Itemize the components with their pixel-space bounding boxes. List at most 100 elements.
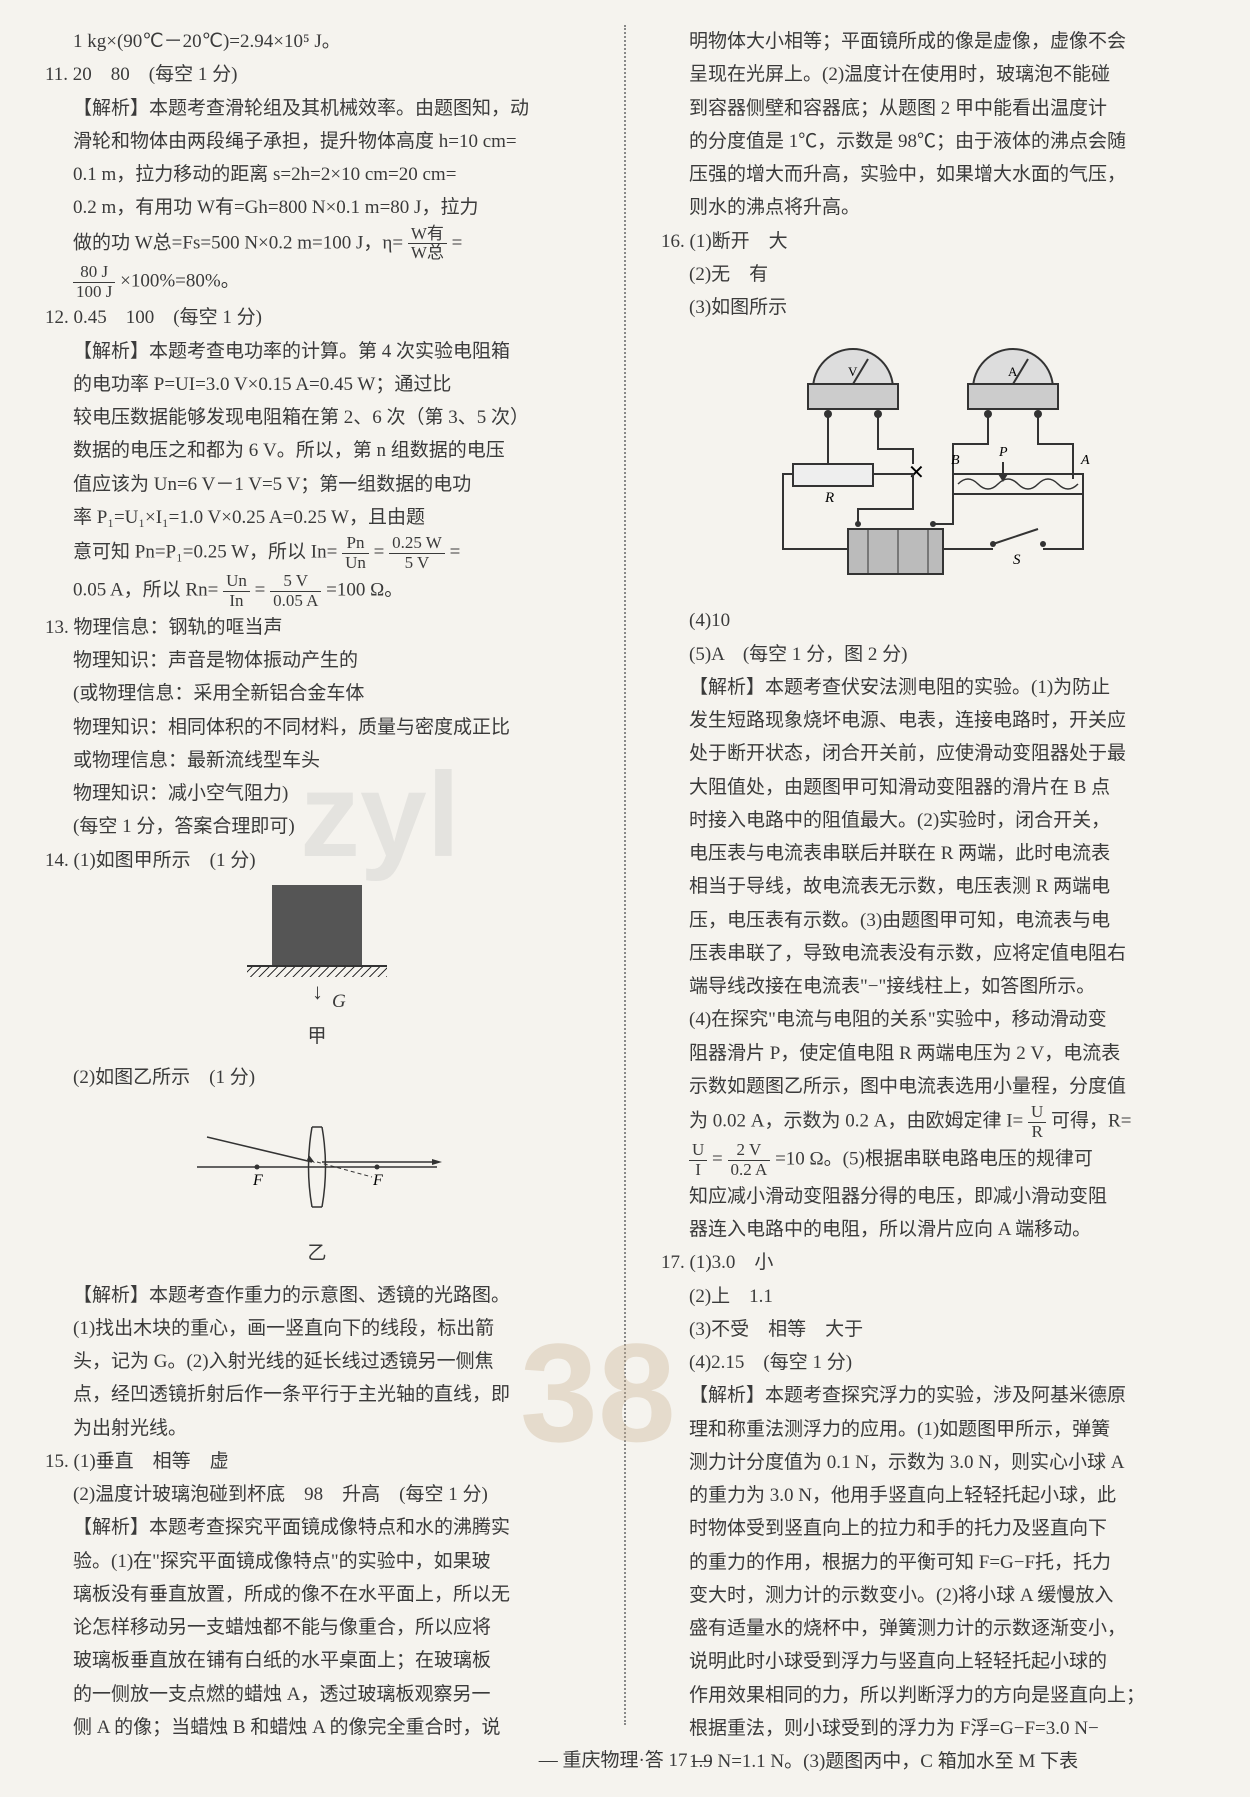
frac-7: U R [1028, 1103, 1046, 1141]
right-column: 明物体大小相等；平面镜所成的像是虚像，虚像不会 呈现在光屏上。(2)温度计在使用… [661, 25, 1205, 1772]
q17-e4: 的重力为 3.0 N，他用手竖直向上轻轻托起小球，此 [661, 1479, 1205, 1512]
q15-l6: 论怎样移动另一支蜡烛都不能与像重合，所以应将 [45, 1611, 589, 1644]
q16-e15: U I = 2 V 0.2 A =10 Ω。(5)根据串联电路电压的规律可 [661, 1141, 1205, 1179]
q16-e1: 【解析】本题考查伏安法测电阻的实验。(1)为防止 [661, 671, 1205, 704]
rc-l3: 到容器侧壁和容器底；从题图 2 甲中能看出温度计 [661, 92, 1205, 125]
q13-l3: (或物理信息：采用全新铝合金车体 [45, 677, 589, 710]
q12-l8b: = [255, 580, 266, 601]
q12-l3: 较电压数据能够发现电阻箱在第 2、6 次（第 3、5 次） [45, 401, 589, 434]
q15-l8: 的一侧放一支点燃的蜡烛 A，透过玻璃板观察另一 [45, 1678, 589, 1711]
q12-l2: 的电功率 P=UI=3.0 V×0.15 A=0.45 W；通过比 [45, 368, 589, 401]
q16-e13: 示数如题图乙所示，图中电流表选用小量程，分度值 [661, 1070, 1205, 1103]
q16-e9: 压表串联了，导致电流表没有示数，应将定值电阻右 [661, 937, 1205, 970]
block-shape [272, 885, 362, 965]
arrow-down-icon: ↓ [312, 973, 323, 1012]
label-B: B [951, 453, 960, 468]
q16-e12: 阻器滑片 P，使定值电阻 R 两端电压为 2 V，电流表 [661, 1037, 1205, 1070]
label-S: S [1013, 552, 1021, 568]
frac5-den: In [223, 592, 250, 611]
svg-text:V: V [848, 364, 858, 379]
q13-l2: 物理知识：声音是物体振动产生的 [45, 644, 589, 677]
frac1-num: W有 [408, 225, 447, 245]
frac3-num: Pn [342, 534, 369, 554]
q16-e14: 为 0.02 A，示数为 0.2 A，由欧姆定律 I= U R 可得，R= [661, 1103, 1205, 1141]
label-P: P [998, 445, 1008, 460]
q16-l1: 16. (1)断开 大 [661, 225, 1205, 258]
q16-e15b: =10 Ω。(5)根据串联电路电压的规律可 [775, 1149, 1093, 1170]
frac-2: 80 J 100 J [73, 263, 115, 301]
frac-3: Pn Un [342, 534, 369, 572]
frac4-den: 5 V [389, 554, 445, 573]
figure-甲: ↓ G 甲 [45, 885, 589, 1053]
frac-4: 0.25 W 5 V [389, 534, 445, 572]
q15-l3: 【解析】本题考查探究平面镜成像特点和水的沸腾实 [45, 1511, 589, 1544]
q12-l1: 【解析】本题考查电功率的计算。第 4 次实验电阻箱 [45, 335, 589, 368]
q16-e14a: 为 0.02 A，示数为 0.2 A，由欧姆定律 I= [689, 1111, 1023, 1132]
label-A: A [1080, 453, 1090, 468]
lens-diagram-icon: F F [187, 1102, 447, 1232]
q16-e3: 处于断开状态，闭合开关前，应使滑动变阻器处于最 [661, 737, 1205, 770]
q17-l1: 17. (1)3.0 小 [661, 1246, 1205, 1279]
q12-l7c: = [450, 542, 461, 563]
q17-l4: (4)2.15 (每空 1 分) [661, 1346, 1205, 1379]
frac-1: W有 W总 [408, 225, 447, 263]
q11-l5: 做的功 W总=Fs=500 N×0.2 m=100 J，η= W有 W总 = [45, 225, 589, 263]
frac7-den: R [1028, 1123, 1046, 1142]
q16-e17: 器连入电路中的电阻，所以滑片应向 A 端移动。 [661, 1213, 1205, 1246]
q14-l2: (2)如图乙所示 (1 分) [45, 1061, 589, 1094]
q17-l2: (2)上 1.1 [661, 1280, 1205, 1313]
frac-8: U I [689, 1141, 707, 1179]
q17-e6: 的重力的作用，根据力的平衡可知 F=G−F托，托力 [661, 1546, 1205, 1579]
g-label: G [332, 985, 346, 1018]
q13-l4: 物理知识：相同体积的不同材料，质量与密度成正比 [45, 711, 589, 744]
q12-l8a: 0.05 A，所以 Rn= [73, 580, 218, 601]
q15-l9: 侧 A 的像；当蜡烛 B 和蜡烛 A 的像完全重合时，说 [45, 1711, 589, 1744]
frac9-num: 2 V [728, 1141, 771, 1161]
q16-e5: 时接入电路中的阻值最大。(2)实验时，闭合开关， [661, 804, 1205, 837]
q13-l6: 物理知识：减小空气阻力) [45, 777, 589, 810]
q14-l5: 头，记为 G。(2)入射光线的延长线过透镜另一侧焦 [45, 1345, 589, 1378]
caption-乙: 乙 [45, 1237, 589, 1270]
q11-l2: 滑轮和物体由两段绳子承担，提升物体高度 h=10 cm= [45, 125, 589, 158]
f-label-right: F [372, 1172, 383, 1189]
frac2-den: 100 J [73, 283, 115, 302]
q13-l1: 13. 物理信息：钢轨的哐当声 [45, 611, 589, 644]
q16-l5: (5)A (每空 1 分，图 2 分) [661, 638, 1205, 671]
f-label-left: F [252, 1172, 263, 1189]
q17-e10: 作用效果相同的力，所以判断浮力的方向是竖直向上； [661, 1679, 1205, 1712]
q17-e11: 根据重法，则小球受到的浮力为 F浮=G−F=3.0 N− [661, 1712, 1205, 1745]
q14-l4: (1)找出木块的重心，画一竖直向下的线段，标出箭 [45, 1312, 589, 1345]
rc-l2: 呈现在光屏上。(2)温度计在使用时，玻璃泡不能碰 [661, 58, 1205, 91]
q16-e6: 电压表与电流表串联后并联在 R 两端，此时电流表 [661, 837, 1205, 870]
frac-9: 2 V 0.2 A [728, 1141, 771, 1179]
q14-l7: 为出射光线。 [45, 1412, 589, 1445]
q16-l3: (3)如图所示 [661, 291, 1205, 324]
rc-l6: 则水的沸点将升高。 [661, 191, 1205, 224]
frac5-num: Un [223, 572, 250, 592]
q16-l4: (4)10 [661, 604, 1205, 637]
q14-l3: 【解析】本题考查作重力的示意图、透镜的光路图。 [45, 1279, 589, 1312]
q16-e11: (4)在探究"电流与电阻的关系"实验中，移动滑动变 [661, 1003, 1205, 1036]
q16-l2: (2)无 有 [661, 258, 1205, 291]
q12-l7a: 意可知 Pn=P₁=0.25 W，所以 In= [73, 542, 337, 563]
line-prev: 1 kg×(90℃－20℃)=2.94×10⁵ J。 [45, 25, 589, 58]
frac9-den: 0.2 A [728, 1161, 771, 1180]
q12-l5: 值应该为 Un=6 V－1 V=5 V；第一组数据的电功 [45, 468, 589, 501]
figure-乙: F F 乙 [45, 1102, 589, 1270]
q17-e2: 理和称重法测浮力的应用。(1)如题图甲所示，弹簧 [661, 1413, 1205, 1446]
column-divider [624, 25, 626, 1725]
q16-e10: 端导线改接在电流表"−"接线柱上，如答图所示。 [661, 970, 1205, 1003]
q15-l2: (2)温度计玻璃泡碰到杯底 98 升高 (每空 1 分) [45, 1478, 589, 1511]
q17-e1: 【解析】本题考查探究浮力的实验，涉及阿基米德原 [661, 1379, 1205, 1412]
circuit-figure: V A R ✕ B P [753, 334, 1113, 594]
q17-e5: 时物体受到竖直向上的拉力和手的托力及竖直向下 [661, 1512, 1205, 1545]
q15-l7: 玻璃板垂直放在铺有白纸的水平桌面上；在玻璃板 [45, 1644, 589, 1677]
q15-l4: 验。(1)在"探究平面镜成像特点"的实验中，如果玻 [45, 1545, 589, 1578]
rc-l4: 的分度值是 1℃，示数是 98℃；由于液体的沸点会随 [661, 125, 1205, 158]
q17-e8: 盛有适量水的烧杯中，弹簧测力计的示数逐渐变小， [661, 1612, 1205, 1645]
q14-l1: 14. (1)如图甲所示 (1 分) [45, 844, 589, 877]
q16-e16: 知应减小滑动变阻器分得的电压，即减小滑动变阻 [661, 1180, 1205, 1213]
frac3-den: Un [342, 554, 369, 573]
q11-l5a: 做的功 W总=Fs=500 N×0.2 m=100 J，η= [73, 232, 403, 253]
q11-l3: 0.1 m，拉力移动的距离 s=2h=2×10 cm=20 cm= [45, 158, 589, 191]
